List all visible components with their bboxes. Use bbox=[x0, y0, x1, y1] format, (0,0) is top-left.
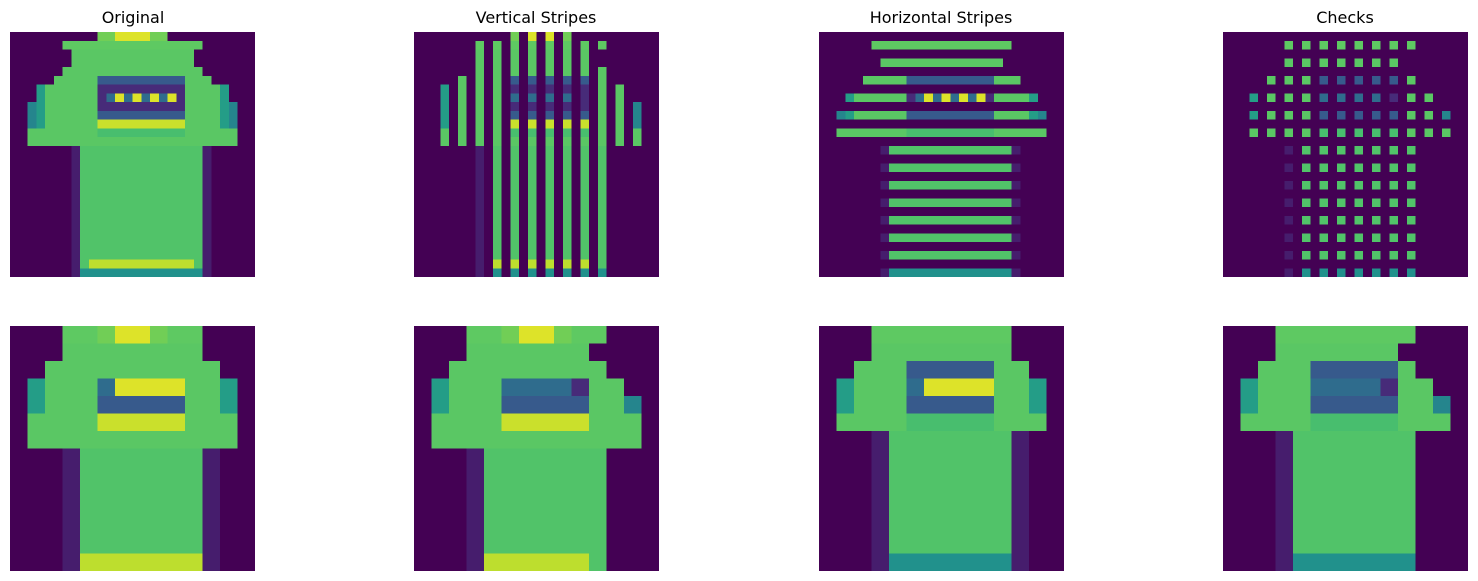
image-horizontal-stripes bbox=[819, 32, 1064, 277]
image-original-pooled bbox=[10, 326, 255, 571]
title-checks: Checks bbox=[1195, 8, 1478, 27]
title-horizontal-stripes: Horizontal Stripes bbox=[791, 8, 1091, 27]
image-vertical-stripes-pooled bbox=[414, 326, 659, 571]
image-horizontal-stripes-pooled bbox=[819, 326, 1064, 571]
image-checks bbox=[1223, 32, 1468, 277]
image-vertical-stripes bbox=[414, 32, 659, 277]
image-checks-pooled bbox=[1223, 326, 1468, 571]
image-original bbox=[10, 32, 255, 277]
title-original: Original bbox=[0, 8, 283, 27]
title-vertical-stripes: Vertical Stripes bbox=[386, 8, 686, 27]
